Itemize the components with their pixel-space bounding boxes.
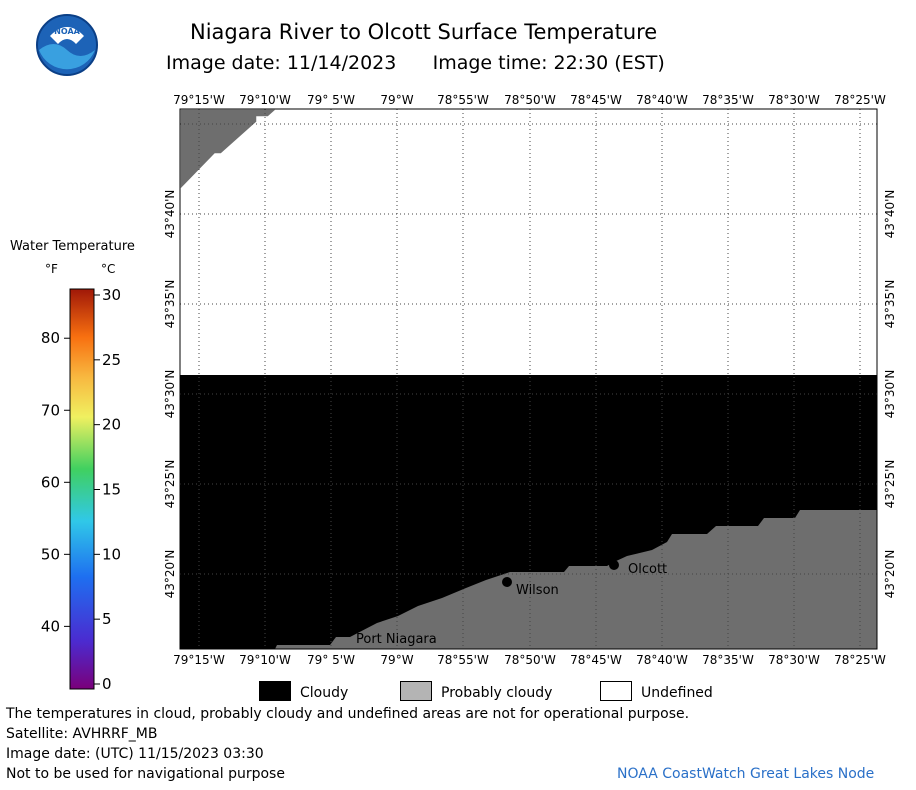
legend-label-cloudy: Cloudy: [300, 685, 349, 701]
logo-text: NOAA: [54, 27, 80, 36]
f-tick-label: 60: [41, 473, 60, 491]
c-tick-label: 10: [102, 545, 121, 563]
lon-label-top: 79°10'W: [239, 93, 291, 107]
unit-fahrenheit: °F: [45, 262, 58, 276]
legend-label-undefined: Undefined: [641, 685, 713, 701]
f-tick-label: 80: [41, 329, 60, 347]
lon-label-top: 78°35'W: [702, 93, 754, 107]
c-tick-label: 15: [102, 481, 121, 499]
lon-label-bottom: 78°55'W: [437, 653, 489, 667]
image-time-label: Image time: 22:30 (EST): [432, 52, 665, 74]
lon-label-bottom: 78°30'W: [768, 653, 820, 667]
noaa-logo: NOAA: [36, 14, 98, 76]
lon-label-bottom: 78°45'W: [570, 653, 622, 667]
lon-label-bottom: 79°10'W: [239, 653, 291, 667]
lat-label-left: 43°40'N: [163, 190, 177, 239]
lon-label-bottom: 78°25'W: [834, 653, 886, 667]
lat-label-left: 43°30'N: [163, 370, 177, 419]
lat-label-left: 43°25'N: [163, 460, 177, 509]
lat-label-right: 43°40'N: [883, 190, 897, 239]
lat-label-right: 43°35'N: [883, 280, 897, 329]
lon-label-top: 78°30'W: [768, 93, 820, 107]
lat-label-right: 43°30'N: [883, 370, 897, 419]
c-tick-label: 5: [102, 610, 112, 628]
c-tick-label: 20: [102, 416, 121, 434]
credit-link[interactable]: NOAA CoastWatch Great Lakes Node: [617, 766, 875, 782]
utc-date-text: Image date: (UTC) 11/15/2023 03:30: [6, 746, 264, 762]
lon-label-top: 79° 5'W: [307, 93, 355, 107]
lon-label-top: 78°45'W: [570, 93, 622, 107]
map-figure: 79°15'W 79°10'W 79° 5'W 79°W 78°55'W 78°50'W 7…: [10, 93, 897, 693]
place-label: Port Niagara: [356, 632, 437, 647]
place-port-niagara: Port Niagara: [356, 632, 437, 647]
image-datetime: Image date: 11/14/2023 Image time: 22:30…: [166, 52, 665, 74]
place-wilson: Wilson: [502, 577, 559, 598]
legend-swatch-undefined: [600, 681, 632, 701]
place-marker: [502, 577, 512, 587]
f-tick-label: 50: [41, 545, 60, 563]
lon-label-bottom: 78°35'W: [702, 653, 754, 667]
f-tick-label: 40: [41, 617, 60, 635]
place-marker: [609, 560, 619, 570]
disclaimer-text: The temperatures in cloud, probably clou…: [6, 706, 690, 722]
legend-swatch-cloudy: [259, 681, 291, 701]
lat-label-right: 43°20'N: [883, 550, 897, 599]
c-tick-label: 30: [102, 286, 121, 304]
land-canada: [179, 108, 279, 192]
lon-label-bottom: 78°50'W: [504, 653, 556, 667]
image-date-label: Image date: 11/14/2023: [166, 52, 397, 74]
place-label: Wilson: [516, 583, 559, 598]
map-frame: [179, 108, 878, 650]
c-tick-label: 0: [102, 675, 112, 693]
color-scale-title: Water Temperature: [10, 239, 135, 254]
lon-label-bottom: 79°W: [380, 653, 413, 667]
unit-celsius: °C: [101, 262, 115, 276]
navigation-warning: Not to be used for navigational purpose: [6, 766, 285, 782]
color-scale-bar: [69, 288, 95, 690]
lat-label-right: 43°25'N: [883, 460, 897, 509]
lon-label-bottom: 78°40'W: [636, 653, 688, 667]
legend-label-probably-cloudy: Probably cloudy: [441, 685, 553, 701]
lon-label-top: 78°40'W: [636, 93, 688, 107]
lon-label-bottom: 79°15'W: [173, 653, 225, 667]
lon-label-top: 78°50'W: [504, 93, 556, 107]
lon-label-top: 79°W: [380, 93, 413, 107]
place-olcott: Olcott: [609, 560, 667, 577]
graticule: [180, 109, 877, 649]
c-tick-label: 25: [102, 351, 121, 369]
land-new-york: [275, 510, 877, 649]
legend-swatch-probably-cloudy: [400, 681, 432, 701]
lon-label-top: 78°25'W: [834, 93, 886, 107]
lon-label-top: 79°15'W: [173, 93, 225, 107]
lat-label-left: 43°35'N: [163, 280, 177, 329]
lon-label-bottom: 79° 5'W: [307, 653, 355, 667]
lat-label-left: 43°20'N: [163, 550, 177, 599]
place-label: Olcott: [628, 562, 667, 577]
lon-label-top: 78°55'W: [437, 93, 489, 107]
f-tick-label: 70: [41, 401, 60, 419]
satellite-text: Satellite: AVHRRF_MB: [6, 726, 158, 742]
page-title: Niagara River to Olcott Surface Temperat…: [190, 20, 658, 44]
